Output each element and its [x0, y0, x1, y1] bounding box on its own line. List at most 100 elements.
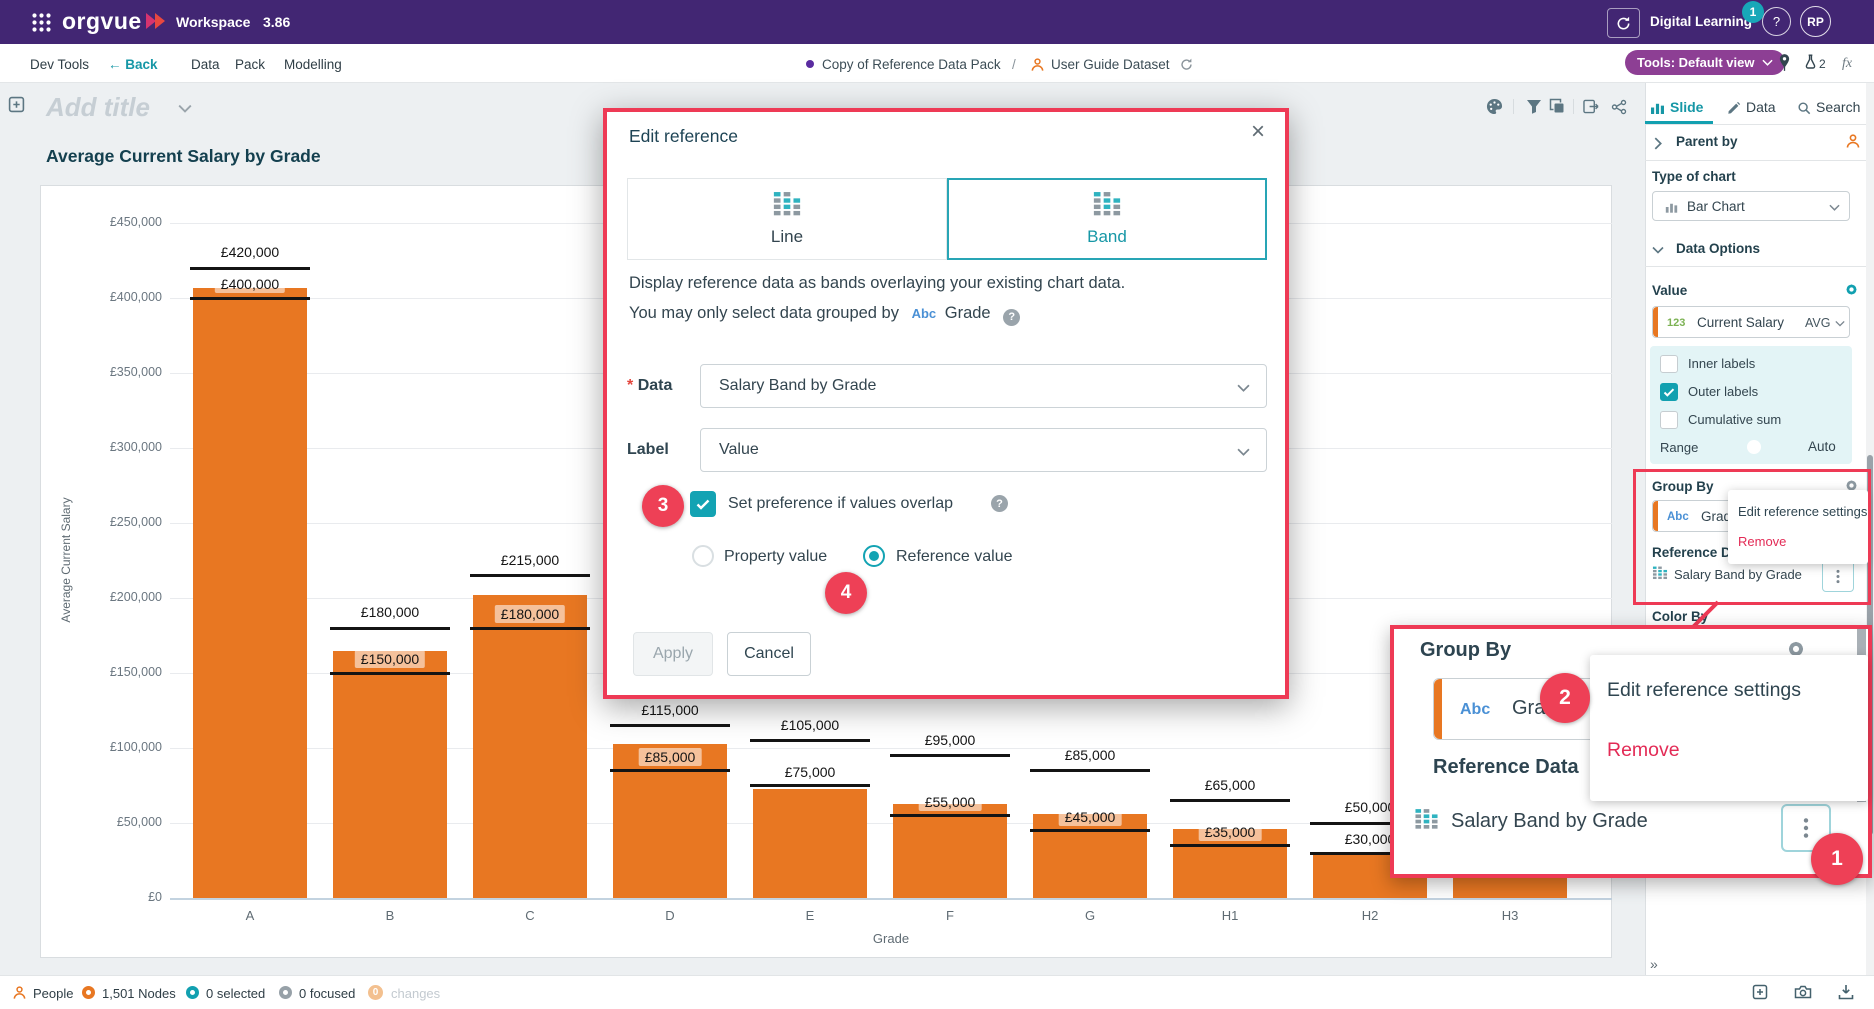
divider — [1645, 266, 1874, 267]
pin-icon[interactable] — [1778, 54, 1791, 71]
tab-band[interactable]: Band — [947, 178, 1267, 260]
callout-menu-remove[interactable]: Remove — [1607, 739, 1680, 761]
sync-button[interactable] — [1607, 8, 1640, 38]
dialog-description-line2: You may only select data grouped by Abc … — [629, 304, 1021, 326]
slide-tab-icon — [1650, 101, 1665, 114]
chevron-right-icon[interactable] — [1654, 137, 1662, 150]
app-launcher-icon[interactable] — [31, 12, 52, 33]
apply-button[interactable]: Apply — [633, 632, 713, 676]
chevron-down-icon — [1762, 59, 1773, 66]
chevron-down-icon — [1237, 448, 1250, 456]
callout-menu-edit-reference-settings[interactable]: Edit reference settings — [1607, 679, 1802, 701]
tab-slide[interactable]: Slide — [1670, 99, 1704, 115]
tools-default-view-button[interactable]: Tools: Default view — [1625, 50, 1785, 75]
share-icon[interactable] — [1611, 99, 1627, 115]
layers-icon[interactable] — [1549, 98, 1565, 114]
nav-data[interactable]: Data — [191, 57, 220, 72]
reference-data-section: Reference Data — [1652, 545, 1728, 560]
tab-search[interactable]: Search — [1816, 99, 1861, 115]
reference-band-icon — [1652, 566, 1668, 581]
annotation-badge-1: 1 — [1811, 833, 1863, 885]
reference-value-radio[interactable] — [863, 545, 885, 567]
abc-type-icon: Abc — [911, 306, 937, 321]
property-value-radio[interactable] — [692, 545, 714, 567]
chart-type-select[interactable]: Bar Chart — [1652, 191, 1850, 221]
menu-item-edit-reference-settings[interactable]: Edit reference settings — [1738, 504, 1868, 519]
changes-dot-icon: 0 — [368, 985, 383, 1000]
panel-expand-icon[interactable] — [8, 96, 25, 118]
add-title-placeholder[interactable]: Add title — [46, 92, 150, 122]
workspace-toolbar: Dev Tools ← Back Data Pack Modelling Cop… — [0, 44, 1874, 83]
dialog-title: Edit reference — [629, 126, 738, 146]
avatar-initials: RP — [1807, 14, 1824, 29]
title-chevron-down-icon[interactable] — [178, 104, 192, 113]
focused-dot-icon — [279, 986, 292, 999]
inner-labels-checkbox[interactable] — [1660, 355, 1678, 373]
tab-data[interactable]: Data — [1746, 99, 1776, 115]
avatar[interactable]: RP — [1800, 6, 1831, 37]
annotation-badge-3: 3 — [642, 485, 684, 527]
callout-kebab-icon — [1803, 817, 1809, 839]
text-type-icon: Abc — [1667, 511, 1689, 523]
export-icon[interactable] — [1582, 99, 1600, 114]
band-tab-band-icon — [1092, 191, 1122, 219]
filter-icon[interactable] — [1526, 99, 1542, 114]
account-name[interactable]: Digital Learning — [1650, 14, 1753, 29]
aggregation-select[interactable]: AVG — [1805, 316, 1831, 330]
panel-collapse-glyph[interactable]: » — [1650, 956, 1658, 972]
dataset-type-label[interactable]: People — [33, 986, 74, 1001]
reference-item-name[interactable]: Salary Band by Grade — [1674, 567, 1802, 582]
nav-back[interactable]: ← Back — [108, 57, 158, 72]
close-icon[interactable]: × — [1251, 118, 1266, 145]
reference-context-menu: Edit reference settings Remove — [1728, 490, 1868, 564]
download-icon[interactable] — [1838, 984, 1854, 1000]
set-preference-label: Set preference if values overlap — [728, 495, 954, 512]
cancel-button[interactable]: Cancel — [727, 632, 811, 676]
data-select[interactable]: Salary Band by Grade — [700, 364, 1267, 408]
data-options-section[interactable]: Data Options — [1676, 241, 1761, 256]
color-by-section: Color By — [1652, 609, 1709, 624]
nav-pack[interactable]: Pack — [235, 57, 266, 72]
callout-field-color-bar — [1434, 679, 1442, 739]
parent-by-section[interactable]: Parent by — [1676, 134, 1738, 149]
outer-labels-checkbox[interactable] — [1660, 383, 1678, 401]
help-button[interactable]: ? — [1762, 7, 1791, 36]
callout-reference-data-label: Reference Data — [1433, 756, 1579, 778]
preference-help-icon[interactable]: ? — [991, 495, 1008, 512]
fx-icon[interactable]: fx — [1842, 56, 1853, 71]
help-icon[interactable]: ? — [1003, 308, 1021, 326]
nav-dev-tools[interactable]: Dev Tools — [30, 57, 90, 72]
add-slide-icon[interactable] — [1752, 984, 1768, 1000]
divider — [1645, 160, 1874, 161]
reference-kebab-button[interactable] — [1822, 560, 1854, 592]
chevron-down-icon — [1835, 320, 1845, 327]
breadcrumb-separator: / — [1012, 57, 1016, 72]
dataset-refresh-icon[interactable] — [1180, 58, 1193, 71]
group-field-color-bar — [1653, 501, 1658, 531]
breadcrumb-dataset[interactable]: User Guide Dataset — [1051, 57, 1170, 72]
top-app-bar: orgvue Workspace 3.86 Digital Learning ?… — [0, 0, 1874, 44]
tab-line[interactable]: Line — [627, 178, 947, 260]
callout-text-type-icon: Abc — [1460, 701, 1491, 718]
nav-modelling[interactable]: Modelling — [284, 57, 342, 72]
nodes-count: 1,501 Nodes — [102, 986, 176, 1001]
kebab-menu-icon — [1836, 569, 1840, 584]
cumulative-sum-checkbox[interactable] — [1660, 411, 1678, 429]
breadcrumb-pack[interactable]: Copy of Reference Data Pack — [822, 57, 1001, 72]
screenshot-icon[interactable] — [1794, 985, 1812, 999]
set-preference-checkbox[interactable] — [690, 491, 716, 517]
value-field[interactable]: 123 Current Salary AVG — [1652, 306, 1850, 338]
annotation-zoom-callout: Group By Abc Grade Edit reference settin… — [1390, 625, 1872, 885]
flask-icon[interactable] — [1804, 54, 1817, 69]
workspace-version: 3.86 — [263, 14, 291, 30]
data-tab-pencil-icon — [1727, 101, 1741, 115]
value-settings-gear-icon[interactable] — [1843, 281, 1860, 298]
sync-icon — [1616, 16, 1631, 31]
label-select[interactable]: Value — [700, 428, 1267, 472]
chevron-down-icon[interactable] — [1652, 246, 1664, 254]
palette-icon[interactable] — [1486, 98, 1503, 115]
chart-title: Average Current Salary by Grade — [46, 146, 321, 166]
check-icon — [1663, 388, 1675, 397]
menu-item-remove[interactable]: Remove — [1738, 534, 1787, 549]
